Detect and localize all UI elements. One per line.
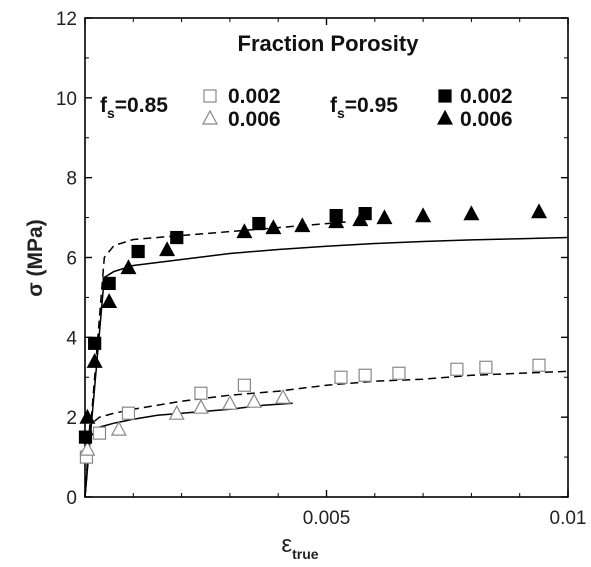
y-tick-label: 4 (66, 328, 77, 349)
model-curves (84, 220, 569, 498)
legend-group-label-095: fs=0.95 (330, 94, 398, 121)
filled-triangle-point (376, 209, 393, 225)
open-triangle-point (168, 404, 185, 420)
y-tick-label: 2 (66, 408, 77, 429)
open-square-point (194, 386, 208, 400)
legend-label-085-0006: 0.006 (228, 108, 281, 131)
y-tick-label: 12 (56, 9, 77, 30)
filled-triangle-point (531, 203, 548, 219)
legend-marker-filled-square (438, 89, 452, 103)
x-tick-label: 0.01 (550, 508, 587, 529)
open-square-point (334, 370, 348, 384)
filled-triangle-point (159, 241, 176, 257)
filled-triangle-point (120, 259, 137, 275)
dashed-model-curve (84, 220, 351, 498)
open-triangle-point (79, 440, 96, 456)
legend-label-095-0006: 0.006 (460, 108, 513, 131)
filled-triangle-point (79, 408, 96, 424)
open-square-point (121, 406, 136, 420)
solid-model-curve (84, 236, 569, 498)
y-tick-label: 8 (66, 169, 77, 190)
legend-symbol (436, 109, 454, 125)
data-markers (78, 203, 548, 464)
filled-triangle-point (86, 353, 103, 368)
dashed-model-curve (84, 370, 569, 498)
open-triangle-point (192, 398, 209, 414)
open-square-point (392, 366, 406, 380)
y-tick-label: 0 (66, 488, 77, 509)
legend-symbol (203, 89, 217, 103)
open-square-point (237, 378, 251, 392)
filled-square-point (131, 244, 145, 259)
open-square-point (479, 360, 493, 374)
filled-triangle-point (294, 217, 311, 233)
open-square-point (532, 358, 546, 372)
open-triangle-point (110, 420, 127, 436)
filled-triangle-point (352, 211, 369, 227)
filled-square-point (88, 336, 102, 350)
filled-triangle-point (463, 205, 480, 221)
legend-group-085: fs=0.85 0.002 0.006 (100, 85, 281, 131)
solid-model-curve (84, 402, 293, 498)
legend-label-085-0002: 0.002 (228, 85, 281, 108)
legend-marker-open-square (203, 89, 217, 103)
legend-marker-filled-triangle (436, 109, 454, 125)
y-tick-label: 6 (66, 249, 77, 270)
filled-triangle-point (265, 219, 282, 235)
legend-title: Fraction Porosity (238, 31, 420, 56)
filled-square-point (78, 430, 93, 444)
legend-symbol (201, 109, 219, 125)
open-square-point (92, 426, 107, 440)
open-triangle-point (275, 388, 292, 404)
filled-triangle-point (415, 207, 432, 223)
open-triangle-point (221, 394, 238, 410)
open-triangle-point (246, 392, 263, 408)
legend-symbol (438, 89, 452, 103)
x-axis-title: εtrue (281, 531, 318, 562)
filled-triangle-point (236, 223, 253, 239)
x-tick-label: 0.005 (303, 508, 351, 529)
legend-group-label-085: fs=0.85 (100, 94, 168, 121)
filled-square-point (102, 276, 116, 291)
open-square-point (450, 362, 464, 376)
legend-group-095: fs=0.95 0.002 0.006 (330, 85, 513, 131)
legend-marker-open-triangle (201, 109, 219, 125)
filled-triangle-point (101, 293, 118, 309)
open-square-point (358, 368, 372, 382)
legend-label-095-0002: 0.002 (460, 85, 513, 108)
y-tick-label: 10 (56, 89, 77, 110)
y-axis-title: σ (MPa) (24, 219, 47, 296)
filled-triangle-point (328, 213, 345, 229)
axes: 0 2 4 6 8 10 12 0.005 0.01 (56, 9, 587, 529)
filled-square-point (252, 216, 266, 231)
filled-square-point (170, 230, 184, 245)
